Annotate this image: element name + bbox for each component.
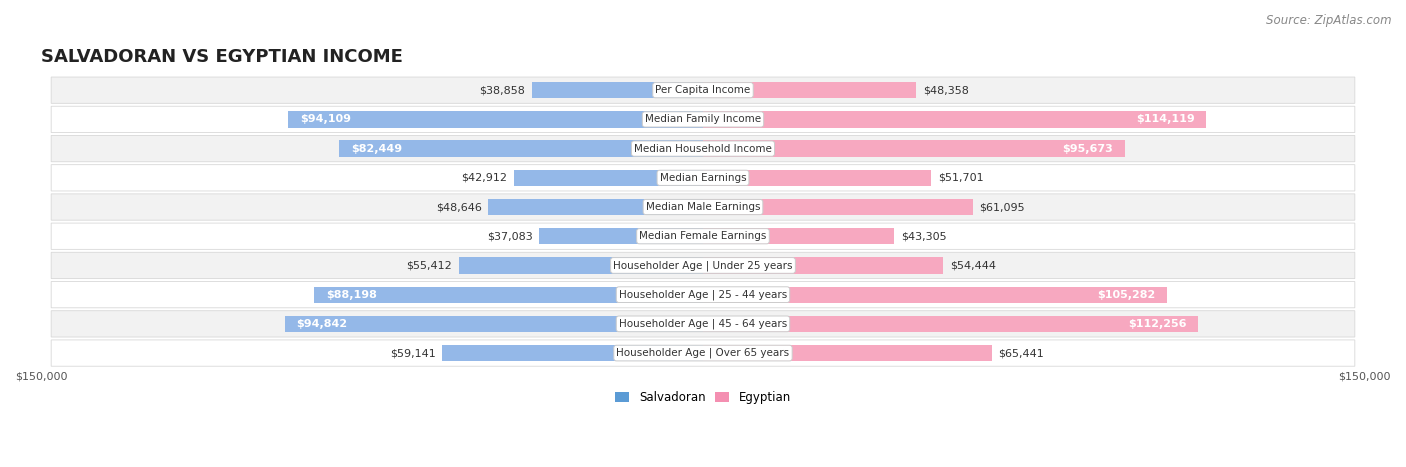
Text: SALVADORAN VS EGYPTIAN INCOME: SALVADORAN VS EGYPTIAN INCOME [41,48,404,66]
Text: $65,441: $65,441 [998,348,1045,358]
Text: $94,109: $94,109 [299,114,350,124]
Text: $43,305: $43,305 [901,231,946,241]
FancyBboxPatch shape [458,257,703,274]
FancyBboxPatch shape [339,141,703,157]
Text: $37,083: $37,083 [486,231,533,241]
FancyBboxPatch shape [51,282,1355,308]
FancyBboxPatch shape [703,170,931,186]
Text: Median Household Income: Median Household Income [634,144,772,154]
Text: $42,912: $42,912 [461,173,508,183]
FancyBboxPatch shape [51,340,1355,366]
Text: Median Family Income: Median Family Income [645,114,761,124]
FancyBboxPatch shape [703,286,1167,303]
FancyBboxPatch shape [703,141,1125,157]
FancyBboxPatch shape [703,316,1198,332]
FancyBboxPatch shape [288,111,703,127]
FancyBboxPatch shape [314,286,703,303]
FancyBboxPatch shape [51,223,1355,249]
FancyBboxPatch shape [703,199,973,215]
FancyBboxPatch shape [703,82,917,99]
Text: $59,141: $59,141 [389,348,436,358]
Text: Median Male Earnings: Median Male Earnings [645,202,761,212]
Text: $112,256: $112,256 [1128,319,1187,329]
Text: Median Female Earnings: Median Female Earnings [640,231,766,241]
Text: Median Earnings: Median Earnings [659,173,747,183]
Text: $48,646: $48,646 [436,202,482,212]
FancyBboxPatch shape [51,106,1355,133]
Text: $54,444: $54,444 [950,261,995,270]
Text: Householder Age | 45 - 64 years: Householder Age | 45 - 64 years [619,318,787,329]
FancyBboxPatch shape [51,165,1355,191]
FancyBboxPatch shape [51,194,1355,220]
FancyBboxPatch shape [540,228,703,244]
FancyBboxPatch shape [51,135,1355,162]
Text: Householder Age | Under 25 years: Householder Age | Under 25 years [613,260,793,271]
Text: $38,858: $38,858 [479,85,524,95]
FancyBboxPatch shape [703,228,894,244]
Text: $88,198: $88,198 [326,290,377,300]
FancyBboxPatch shape [703,345,991,361]
Text: $51,701: $51,701 [938,173,983,183]
Text: $55,412: $55,412 [406,261,451,270]
Legend: Salvadoran, Egyptian: Salvadoran, Egyptian [610,386,796,409]
FancyBboxPatch shape [513,170,703,186]
FancyBboxPatch shape [488,199,703,215]
Text: $95,673: $95,673 [1063,144,1114,154]
FancyBboxPatch shape [284,316,703,332]
Text: Per Capita Income: Per Capita Income [655,85,751,95]
FancyBboxPatch shape [51,252,1355,279]
FancyBboxPatch shape [51,311,1355,337]
FancyBboxPatch shape [703,257,943,274]
FancyBboxPatch shape [51,77,1355,103]
Text: Source: ZipAtlas.com: Source: ZipAtlas.com [1267,14,1392,27]
Text: Householder Age | Over 65 years: Householder Age | Over 65 years [616,348,790,358]
Text: $114,119: $114,119 [1136,114,1195,124]
FancyBboxPatch shape [703,111,1206,127]
Text: $105,282: $105,282 [1097,290,1156,300]
Text: $48,358: $48,358 [922,85,969,95]
Text: Householder Age | 25 - 44 years: Householder Age | 25 - 44 years [619,290,787,300]
FancyBboxPatch shape [531,82,703,99]
Text: $61,095: $61,095 [979,202,1025,212]
Text: $94,842: $94,842 [297,319,347,329]
Text: $82,449: $82,449 [352,144,402,154]
FancyBboxPatch shape [441,345,703,361]
